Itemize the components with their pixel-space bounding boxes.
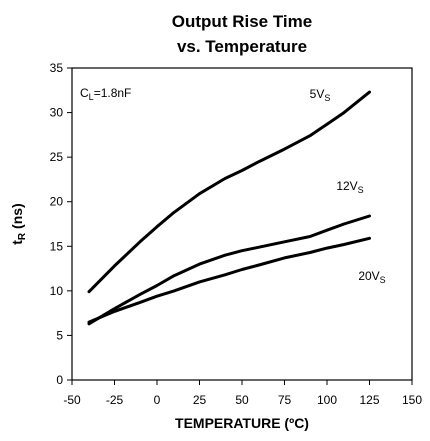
y-tick-label: 15 (50, 239, 64, 253)
series-label: 20VS (358, 269, 385, 285)
y-tick-label: 35 (50, 61, 64, 75)
x-tick-label: 25 (193, 393, 207, 407)
annotation-subscript: L (89, 92, 94, 102)
annotation-rest: =1.8nF (94, 86, 132, 100)
load-capacitance-annotation: CL=1.8nF (80, 86, 131, 102)
series-label-subscript: S (380, 275, 386, 285)
series-label: 5VS (310, 87, 331, 103)
x-tick-label: -50 (63, 393, 81, 407)
y-tick-label: 5 (56, 328, 63, 342)
annotation-main: C (80, 86, 89, 100)
y-tick-label: 30 (50, 106, 64, 120)
chart-title-line-1: Output Rise Time (172, 12, 312, 31)
plot-area-frame (71, 67, 413, 381)
x-tick-label: 150 (402, 393, 422, 407)
x-tick-label: 125 (359, 393, 379, 407)
x-tick-label: -25 (106, 393, 124, 407)
x-tick-label: 100 (317, 393, 337, 407)
series-label-subscript: S (358, 185, 364, 195)
y-axis-label-main: t (9, 240, 25, 245)
series-label-main: 20V (358, 269, 379, 283)
y-tick-label: 25 (50, 150, 64, 164)
y-axis-label: tR (ns) (9, 203, 28, 244)
chart-title-line-2: vs. Temperature (177, 37, 307, 56)
series-line (87, 90, 371, 294)
y-tick-label: 20 (50, 195, 64, 209)
y-axis-label-subscript: R (17, 232, 28, 240)
x-axis-ticks: -50 -25 0 25 50 75 100 125 150 (63, 380, 422, 407)
y-tick-label: 0 (56, 373, 63, 387)
series-line (87, 236, 371, 324)
y-tick-label: 10 (50, 284, 64, 298)
x-tick-label: 0 (154, 393, 161, 407)
series-label-main: 5V (310, 87, 325, 101)
y-axis-label-unit: (ns) (9, 203, 25, 233)
series-label-subscript: S (324, 93, 330, 103)
y-axis-ticks: 0 5 10 15 20 25 30 35 (50, 61, 72, 387)
x-tick-label: 75 (278, 393, 292, 407)
series-label-main: 12V (336, 179, 357, 193)
series-line (87, 214, 371, 326)
series-label: 12VS (336, 179, 363, 195)
x-axis-label: TEMPERATURE (ºC) (175, 415, 309, 431)
x-tick-label: 50 (235, 393, 249, 407)
series-lines (87, 90, 371, 326)
